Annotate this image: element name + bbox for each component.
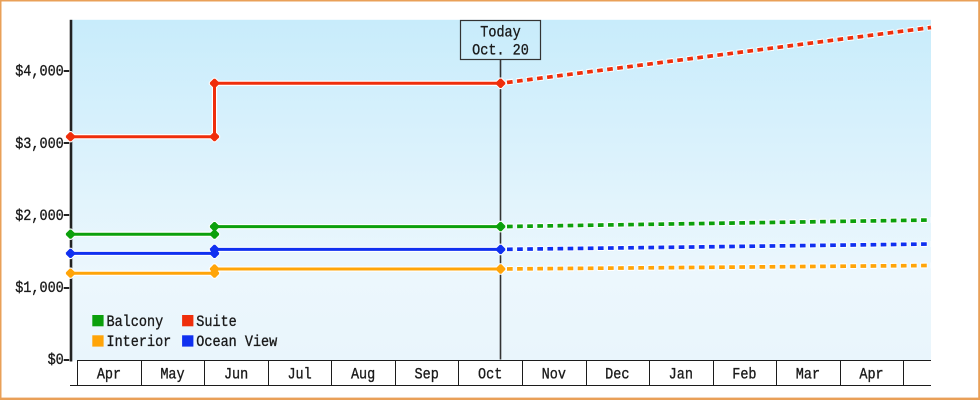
- svg-text:Dec: Dec: [605, 367, 629, 384]
- svg-text:Jun: Jun: [224, 367, 248, 384]
- svg-text:Feb: Feb: [732, 367, 756, 384]
- svg-text:Mar: Mar: [796, 367, 820, 384]
- svg-text:$3,000: $3,000: [15, 136, 64, 153]
- svg-text:Apr: Apr: [859, 367, 883, 384]
- svg-text:Interior: Interior: [107, 334, 172, 351]
- svg-text:Nov: Nov: [542, 367, 567, 384]
- svg-text:$2,000: $2,000: [15, 208, 64, 225]
- svg-text:Aug: Aug: [351, 367, 375, 384]
- svg-text:Sep: Sep: [415, 367, 439, 384]
- svg-text:Apr: Apr: [97, 367, 121, 384]
- svg-text:Oct: Oct: [478, 367, 502, 384]
- svg-text:$4,000: $4,000: [15, 64, 64, 81]
- svg-text:Oct. 20: Oct. 20: [472, 43, 529, 60]
- svg-text:Suite: Suite: [196, 314, 236, 331]
- svg-text:Jan: Jan: [669, 367, 693, 384]
- svg-text:Ocean View: Ocean View: [196, 334, 277, 351]
- svg-text:$1,000: $1,000: [15, 280, 64, 297]
- svg-text:Jul: Jul: [287, 367, 311, 384]
- svg-text:$0: $0: [48, 352, 64, 369]
- svg-text:May: May: [160, 367, 185, 384]
- svg-text:Balcony: Balcony: [107, 314, 164, 331]
- svg-text:Today: Today: [480, 25, 521, 42]
